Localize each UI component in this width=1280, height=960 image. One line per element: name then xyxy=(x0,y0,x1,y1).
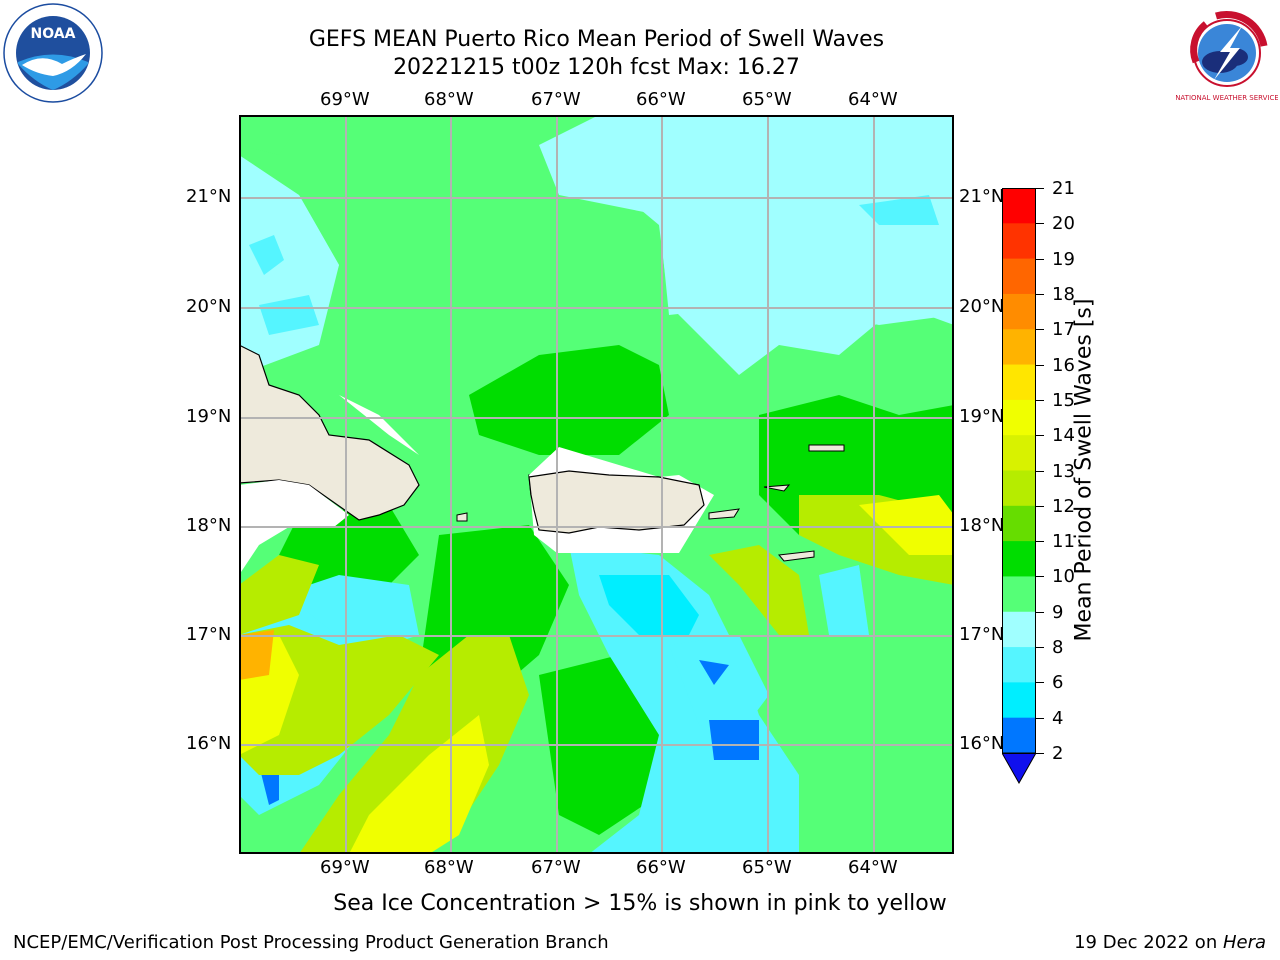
colorbar-tick xyxy=(1036,470,1044,472)
lat-label-right: 19°N xyxy=(959,406,1005,427)
colorbar-tick xyxy=(1036,364,1044,366)
lat-label-right: 17°N xyxy=(959,624,1005,645)
colorbar-tick-label: 21 xyxy=(1052,178,1075,199)
colorbar-tick xyxy=(1036,576,1044,578)
map-subtitle: 20221215 t00z 120h fcst Max: 16.27 xyxy=(393,55,800,80)
colorbar-tick-label: 19 xyxy=(1052,248,1075,270)
colorbar-tick-label: 15 xyxy=(1052,389,1075,411)
colorbar-tick-label: 2 xyxy=(1052,743,1064,764)
lon-label-top: 65°W xyxy=(742,89,792,110)
footer-credit: NCEP/EMC/Verification Post Processing Pr… xyxy=(13,932,609,953)
colorbar-extend-triangle xyxy=(1001,752,1037,785)
sea-ice-note: Sea Ice Concentration > 15% is shown in … xyxy=(333,891,947,916)
colorbar xyxy=(1001,188,1037,785)
footer-date: 19 Dec 2022 on Hera xyxy=(1074,932,1266,953)
map-grid xyxy=(239,115,954,854)
colorbar-segment xyxy=(1002,399,1036,436)
colorbar-segment xyxy=(1002,329,1036,366)
colorbar-segment xyxy=(1002,470,1036,507)
colorbar-tick xyxy=(1036,541,1044,543)
colorbar-tick-label: 13 xyxy=(1052,460,1075,482)
lon-label-top: 64°W xyxy=(848,89,898,110)
colorbar-tick xyxy=(1036,611,1044,613)
lat-label-left: 19°N xyxy=(186,406,232,427)
colorbar-tick xyxy=(1036,293,1044,295)
colorbar-segment xyxy=(1002,293,1036,330)
lon-label-top: 69°W xyxy=(320,89,370,110)
colorbar-tick-label: 8 xyxy=(1052,637,1064,659)
colorbar-segment xyxy=(1002,647,1036,683)
colorbar-tick-label: 16 xyxy=(1052,354,1075,376)
colorbar-tick-label: 6 xyxy=(1052,672,1064,694)
colorbar-segment xyxy=(1002,505,1036,542)
colorbar-tick xyxy=(1036,717,1044,719)
colorbar-segment xyxy=(1002,576,1036,613)
colorbar-tick-label: 12 xyxy=(1052,495,1075,517)
colorbar-tick xyxy=(1036,223,1044,225)
colorbar-ticks: 21 20 19 18 17 16 15 14 13 12 11 10 9 8 6 4 2 xyxy=(1036,178,1080,778)
lon-label-bottom: 67°W xyxy=(531,857,581,878)
lon-label-top: 67°W xyxy=(531,89,581,110)
lon-label-bottom: 69°W xyxy=(320,857,370,878)
colorbar-segment xyxy=(1002,717,1036,754)
colorbar-tick-label: 11 xyxy=(1052,531,1075,553)
st-croix-land xyxy=(778,550,815,562)
colorbar-tick-label: 14 xyxy=(1052,425,1075,447)
footer-date-text: 19 Dec 2022 on xyxy=(1074,932,1223,953)
colorbar-segment xyxy=(1002,435,1036,471)
nws-logo: NATIONAL WEATHER SERVICE xyxy=(1175,2,1279,104)
colorbar-tick xyxy=(1036,188,1044,189)
colorbar-tick xyxy=(1036,753,1044,754)
colorbar-tick-label: 18 xyxy=(1052,283,1075,305)
colorbar-label: Mean Period of Swell Waves [s] xyxy=(1071,298,1097,642)
lon-label-top: 66°W xyxy=(636,89,686,110)
colorbar-segment xyxy=(1002,541,1036,577)
colorbar-svg xyxy=(1001,188,1037,785)
lat-label-right: 16°N xyxy=(959,733,1005,754)
lat-label-left: 17°N xyxy=(186,624,232,645)
colorbar-tick xyxy=(1036,329,1044,331)
lat-label-left: 21°N xyxy=(186,186,232,207)
lat-label-right: 18°N xyxy=(959,515,1005,536)
colorbar-tick-label: 10 xyxy=(1052,566,1075,588)
noaa-logo: NOAA xyxy=(2,2,104,104)
lon-label-bottom: 66°W xyxy=(636,857,686,878)
colorbar-tick xyxy=(1036,399,1044,401)
lat-label-left: 18°N xyxy=(186,515,232,536)
colorbar-tick xyxy=(1036,435,1044,437)
colorbar-segment xyxy=(1002,682,1036,719)
lat-label-right: 20°N xyxy=(959,296,1005,317)
colorbar-tick-label: 4 xyxy=(1052,707,1064,729)
map-panel xyxy=(238,115,954,854)
noaa-logo-text: NOAA xyxy=(31,26,76,42)
colorbar-segment xyxy=(1002,364,1036,401)
colorbar-tick-label: 9 xyxy=(1052,601,1064,623)
lat-label-right: 21°N xyxy=(959,186,1005,207)
colorbar-tick xyxy=(1036,505,1044,507)
colorbar-tick xyxy=(1036,647,1044,649)
lon-label-bottom: 65°W xyxy=(742,857,792,878)
colorbar-segment xyxy=(1002,188,1036,224)
colorbar-segment xyxy=(1002,258,1036,295)
lon-label-bottom: 68°W xyxy=(424,857,474,878)
colorbar-frame xyxy=(1002,188,1036,754)
nws-logo-text: NATIONAL WEATHER SERVICE xyxy=(1176,94,1278,102)
map-frame xyxy=(239,115,954,854)
colorbar-tick xyxy=(1036,258,1044,260)
footer-machine: Hera xyxy=(1222,932,1266,953)
swell-period-map xyxy=(238,115,954,854)
colorbar-segment xyxy=(1002,223,1036,260)
colorbar-tick-label: 20 xyxy=(1052,213,1075,235)
map-title: GEFS MEAN Puerto Rico Mean Period of Swe… xyxy=(308,27,885,52)
colorbar-segment xyxy=(1002,611,1036,648)
lat-label-left: 16°N xyxy=(186,733,232,754)
colorbar-tick-label: 17 xyxy=(1052,319,1075,341)
colorbar-tick xyxy=(1036,682,1044,684)
lon-label-top: 68°W xyxy=(424,89,474,110)
lat-label-left: 20°N xyxy=(186,296,232,317)
lon-label-bottom: 64°W xyxy=(848,857,898,878)
